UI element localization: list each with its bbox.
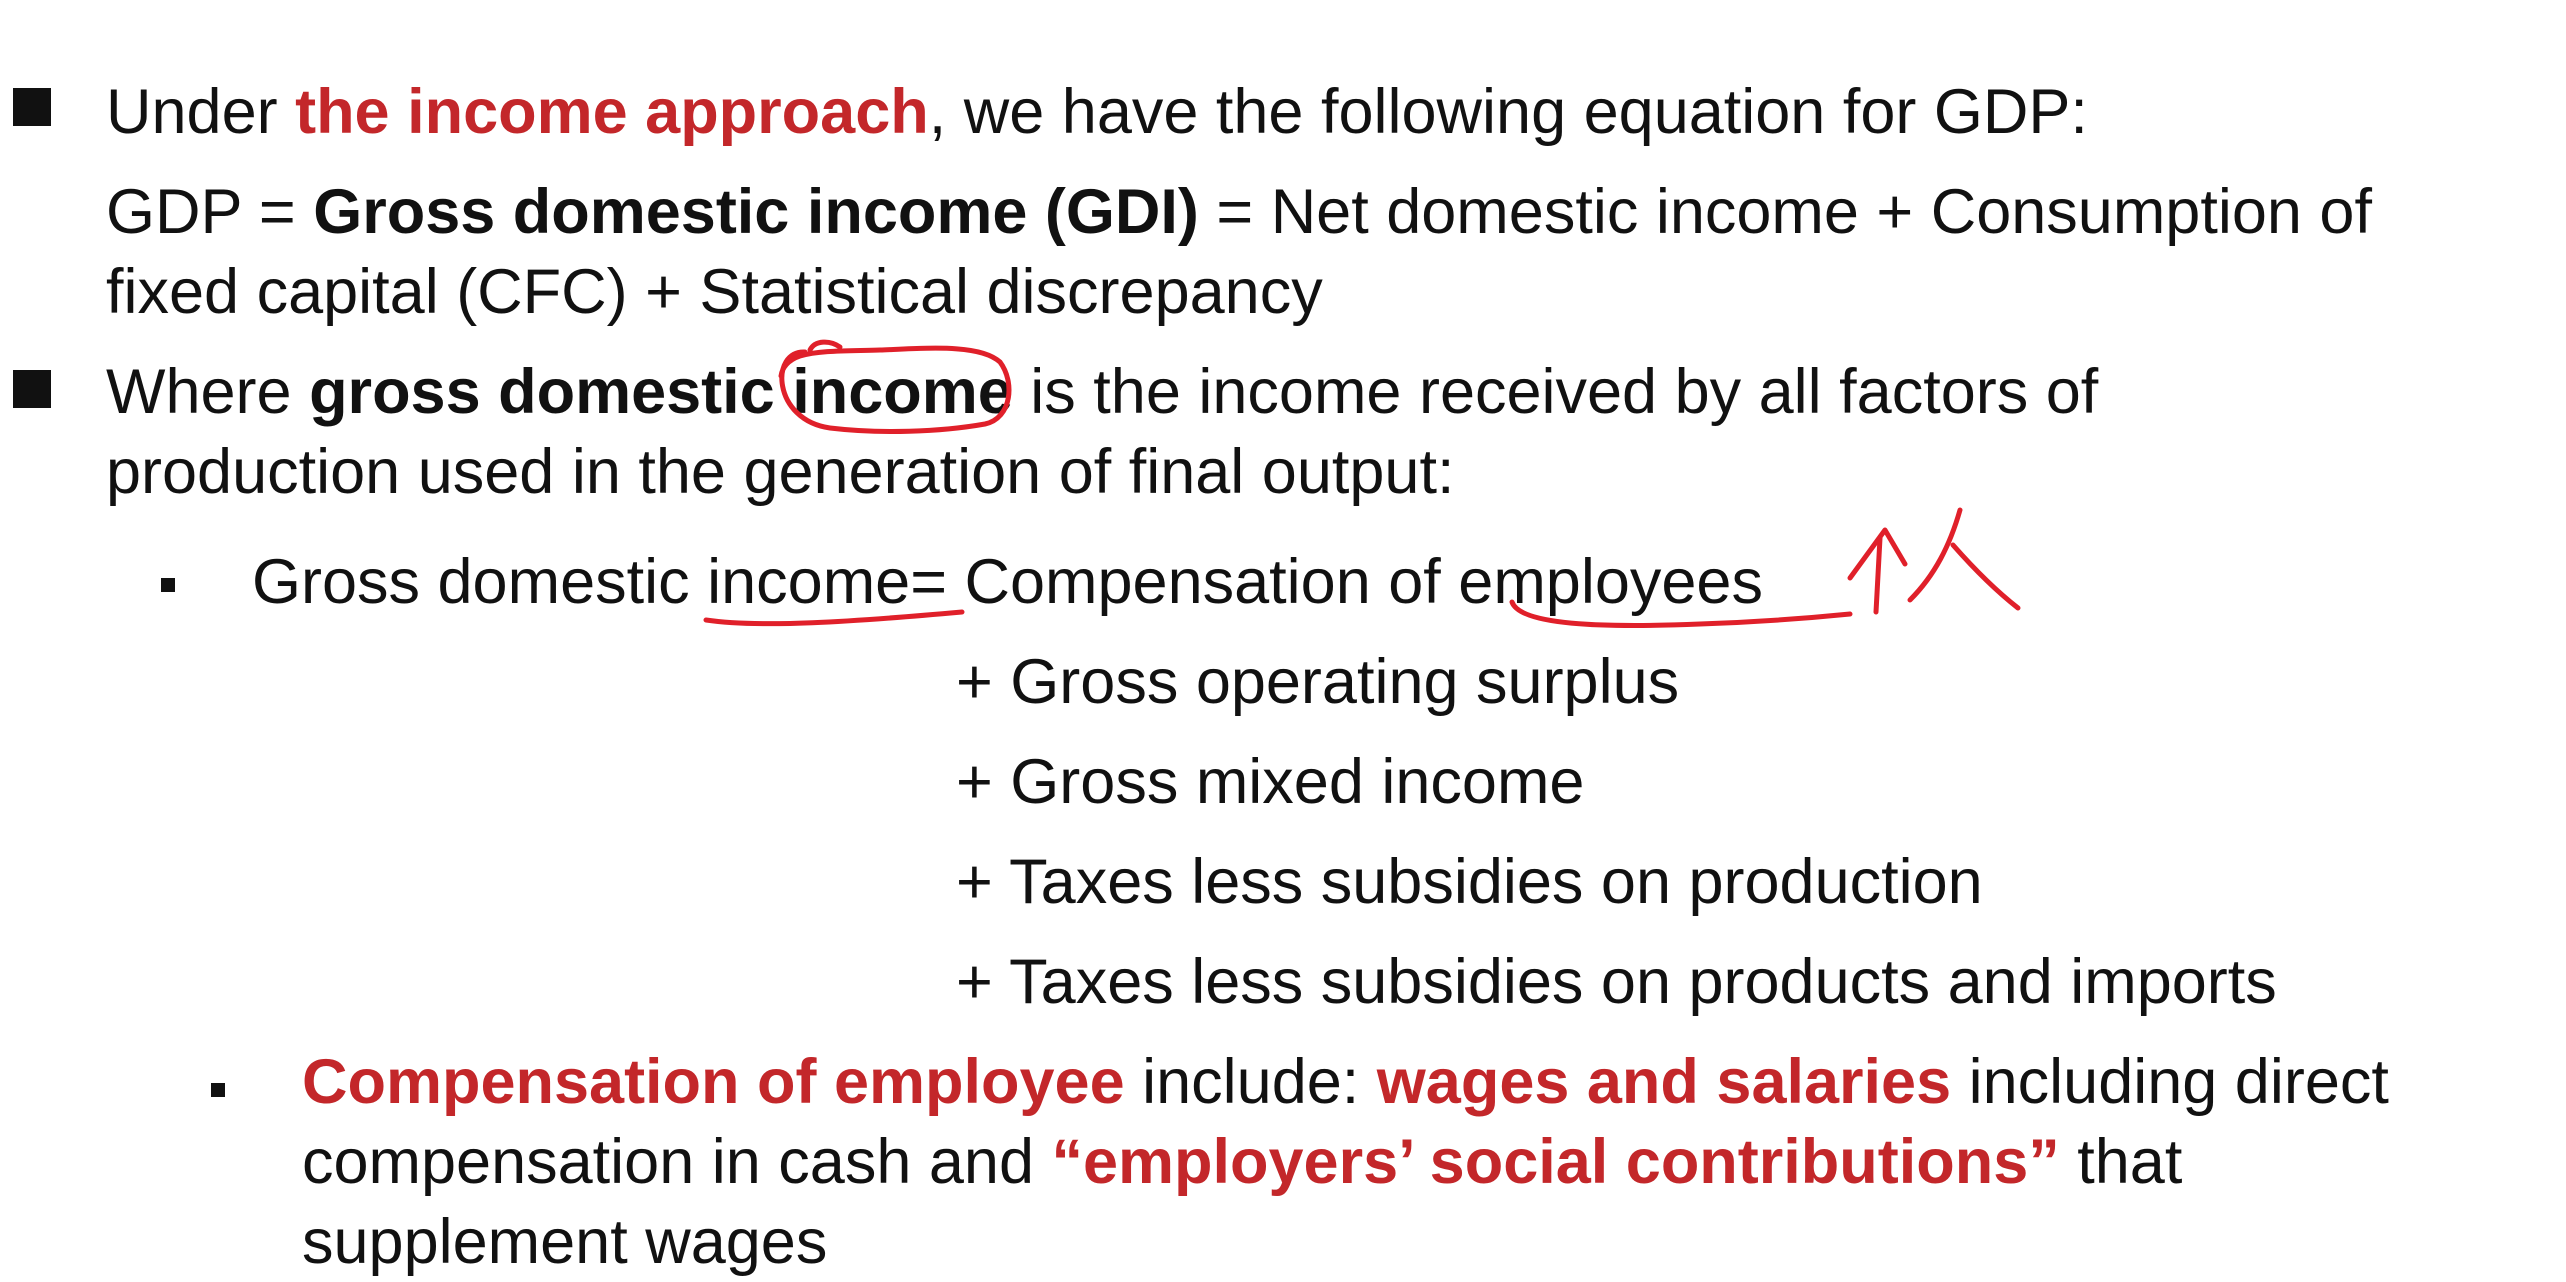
compensation-line2-pre: compensation in cash and (302, 1127, 1052, 1197)
bullet1-text: Under the income approach, we have the f… (106, 72, 2088, 152)
equation-pre: GDP = (106, 177, 314, 247)
sub-bullet-1 (161, 578, 175, 592)
bullet-square-2 (13, 370, 51, 408)
income-circle-tick (807, 339, 843, 353)
bullet1-post: , we have the following equation for GDP… (928, 77, 2088, 147)
arrow-up-annotation (1847, 527, 1908, 581)
compensation-post: including direct (1951, 1047, 2389, 1117)
wages-highlight: wages and salaries (1376, 1047, 1952, 1117)
compensation-highlight: Compensation of employee (302, 1047, 1125, 1117)
gdi-term-1: + Gross operating surplus (956, 647, 1680, 717)
gdi-term-2: + Gross mixed income (956, 747, 1585, 817)
equation-post: = Net domestic income + Consumption of (1198, 177, 2372, 247)
gdi-term-3: + Taxes less subsidies on production (956, 847, 1983, 917)
bullet2-pre: Where (106, 357, 310, 427)
gdi-term: Gross domestic income (GDI) (313, 177, 1199, 247)
equation-line-2: fixed capital (CFC) + Statistical discre… (106, 257, 1323, 327)
gdi-term-4: + Taxes less subsidies on products and i… (956, 947, 2277, 1017)
gdi-formula-lhs: Gross domestic income= Compensation of e… (252, 547, 1763, 617)
gross-domestic-income-term: gross domestic income (309, 357, 1013, 427)
employers-contributions-highlight: “employers’ social contributions” (1051, 1127, 2060, 1197)
bullet2-post: is the income received by all factors of (1012, 357, 2099, 427)
compensation-line-1: Compensation of employee include: wages … (302, 1042, 2389, 1122)
bullet1-pre: Under (106, 77, 296, 147)
bullet2-line-2: production used in the generation of fin… (106, 437, 1455, 507)
arrow-stem-annotation (1873, 535, 1883, 615)
income-approach-highlight: the income approach (295, 77, 929, 147)
compensation-line2-post: that (2059, 1127, 2183, 1197)
bullet2-line-1: Where gross domestic income is the incom… (106, 352, 2098, 432)
bullet-square-1 (13, 88, 51, 126)
equation-line-1: GDP = Gross domestic income (GDI) = Net … (106, 172, 2372, 252)
person-mark-annotation (1907, 507, 2021, 611)
compensation-mid: include: (1124, 1047, 1377, 1117)
sub-bullet-2 (211, 1083, 225, 1097)
compensation-line-3: supplement wages (302, 1207, 828, 1277)
compensation-line-2: compensation in cash and “employers’ soc… (302, 1122, 2182, 1202)
